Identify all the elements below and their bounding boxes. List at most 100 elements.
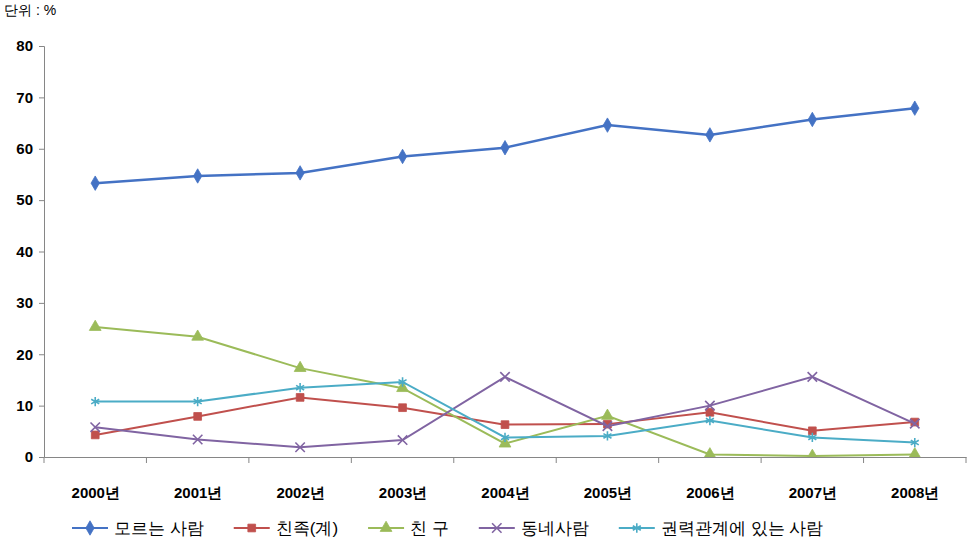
series-line	[95, 108, 915, 183]
y-tick-mark	[39, 406, 44, 407]
category-separator	[863, 457, 864, 463]
category-separator	[248, 457, 249, 463]
point-marker	[911, 101, 919, 115]
series-line	[95, 397, 915, 435]
point-marker	[808, 112, 816, 126]
y-axis-line	[39, 47, 45, 458]
point-marker	[91, 176, 99, 190]
y-tick: 40	[16, 243, 44, 260]
y-tick: 80	[16, 37, 44, 54]
point-marker	[296, 166, 304, 180]
point-marker	[294, 361, 306, 371]
y-tick-label: 10	[16, 397, 33, 414]
point-marker	[603, 118, 611, 132]
category-separator	[966, 457, 967, 463]
y-axis: 01020304050607080	[16, 37, 44, 465]
category-separator	[351, 457, 352, 463]
y-tick-label: 30	[16, 294, 33, 311]
x-tick-label: 2000년	[72, 484, 120, 501]
point-marker	[398, 435, 407, 444]
series-line	[95, 382, 915, 443]
y-tick-mark	[39, 149, 44, 150]
point-marker	[194, 169, 202, 183]
point-marker	[89, 320, 101, 330]
legend-label: 친족(계)	[276, 519, 338, 538]
y-tick: 10	[16, 397, 44, 414]
x-tick: 2004년	[481, 457, 529, 501]
y-tick-mark	[39, 303, 44, 304]
point-marker	[399, 404, 407, 412]
x-tick: 2006년	[686, 457, 734, 501]
x-axis: 2000년 2001년 2002년 2003년 2004년 2005년 2006년 2007년…	[45, 457, 967, 501]
x-tick: 2003년	[379, 457, 427, 501]
y-tick: 0	[25, 448, 44, 465]
y-tick: 20	[16, 346, 44, 363]
x-tick-label: 2005년	[584, 484, 632, 501]
y-tick-label: 20	[16, 346, 33, 363]
legend-marker	[380, 521, 392, 531]
plot-area	[89, 101, 920, 457]
point-marker	[91, 431, 99, 439]
category-separator	[658, 457, 659, 463]
y-tick: 30	[16, 294, 44, 311]
legend-item: 권력관계에 있는 사람	[619, 519, 823, 538]
legend-marker	[86, 521, 94, 535]
point-marker	[704, 448, 716, 457]
y-tick-label: 40	[16, 243, 33, 260]
legend-marker	[492, 523, 501, 532]
y-tick: 70	[16, 89, 44, 106]
x-tick: 2001년	[174, 457, 222, 501]
point-marker	[806, 449, 818, 457]
point-marker	[91, 397, 99, 406]
x-tick-label: 2006년	[686, 484, 734, 501]
x-tick-label: 2003년	[379, 484, 427, 501]
point-marker	[909, 448, 921, 457]
y-tick-mark	[39, 354, 44, 355]
point-marker	[399, 377, 407, 386]
y-tick-mark	[39, 46, 44, 47]
legend-label: 친 구	[410, 519, 449, 538]
x-tick: 2008년	[891, 457, 939, 501]
x-tick-label: 2002년	[276, 484, 324, 501]
point-marker	[706, 408, 714, 416]
x-axis-line	[45, 457, 967, 458]
point-marker	[398, 149, 406, 163]
x-tick: 2002년	[276, 457, 324, 501]
point-marker	[500, 372, 509, 381]
x-tick: 2005년	[584, 457, 632, 501]
chart: 단위 : %010203040506070802000년2001년2002년20…	[0, 0, 978, 548]
point-marker	[90, 422, 99, 431]
x-tick-label: 2008년	[891, 484, 939, 501]
category-separator	[146, 457, 147, 463]
point-marker	[296, 383, 304, 392]
series-line	[95, 377, 915, 447]
point-marker	[706, 416, 714, 425]
category-separator	[761, 457, 762, 463]
unit-label: 단위 : %	[4, 2, 56, 18]
point-marker	[808, 372, 817, 381]
point-marker	[602, 409, 614, 419]
point-marker	[911, 438, 919, 447]
y-tick-mark	[39, 457, 44, 458]
point-marker	[501, 421, 509, 429]
y-tick-label: 80	[16, 37, 33, 54]
category-separator	[44, 457, 45, 463]
legend-label: 동네사람	[521, 519, 589, 538]
y-tick: 60	[16, 140, 44, 157]
legend-label: 모르는 사람	[114, 519, 204, 538]
legend-label: 권력관계에 있는 사람	[661, 519, 823, 538]
point-marker	[192, 330, 204, 340]
point-marker	[194, 413, 202, 421]
legend-item: 동네사람	[479, 519, 589, 538]
category-separator	[556, 457, 557, 463]
y-tick-mark	[39, 200, 44, 201]
x-tick-label: 2007년	[789, 484, 837, 501]
point-marker	[295, 443, 304, 452]
y-tick-label: 60	[16, 140, 33, 157]
legend-marker	[633, 523, 641, 532]
point-marker	[705, 401, 714, 410]
x-tick: 2000년	[72, 457, 120, 501]
series-line	[95, 327, 915, 456]
legend-item: 친족(계)	[234, 519, 338, 538]
point-marker	[706, 128, 714, 142]
